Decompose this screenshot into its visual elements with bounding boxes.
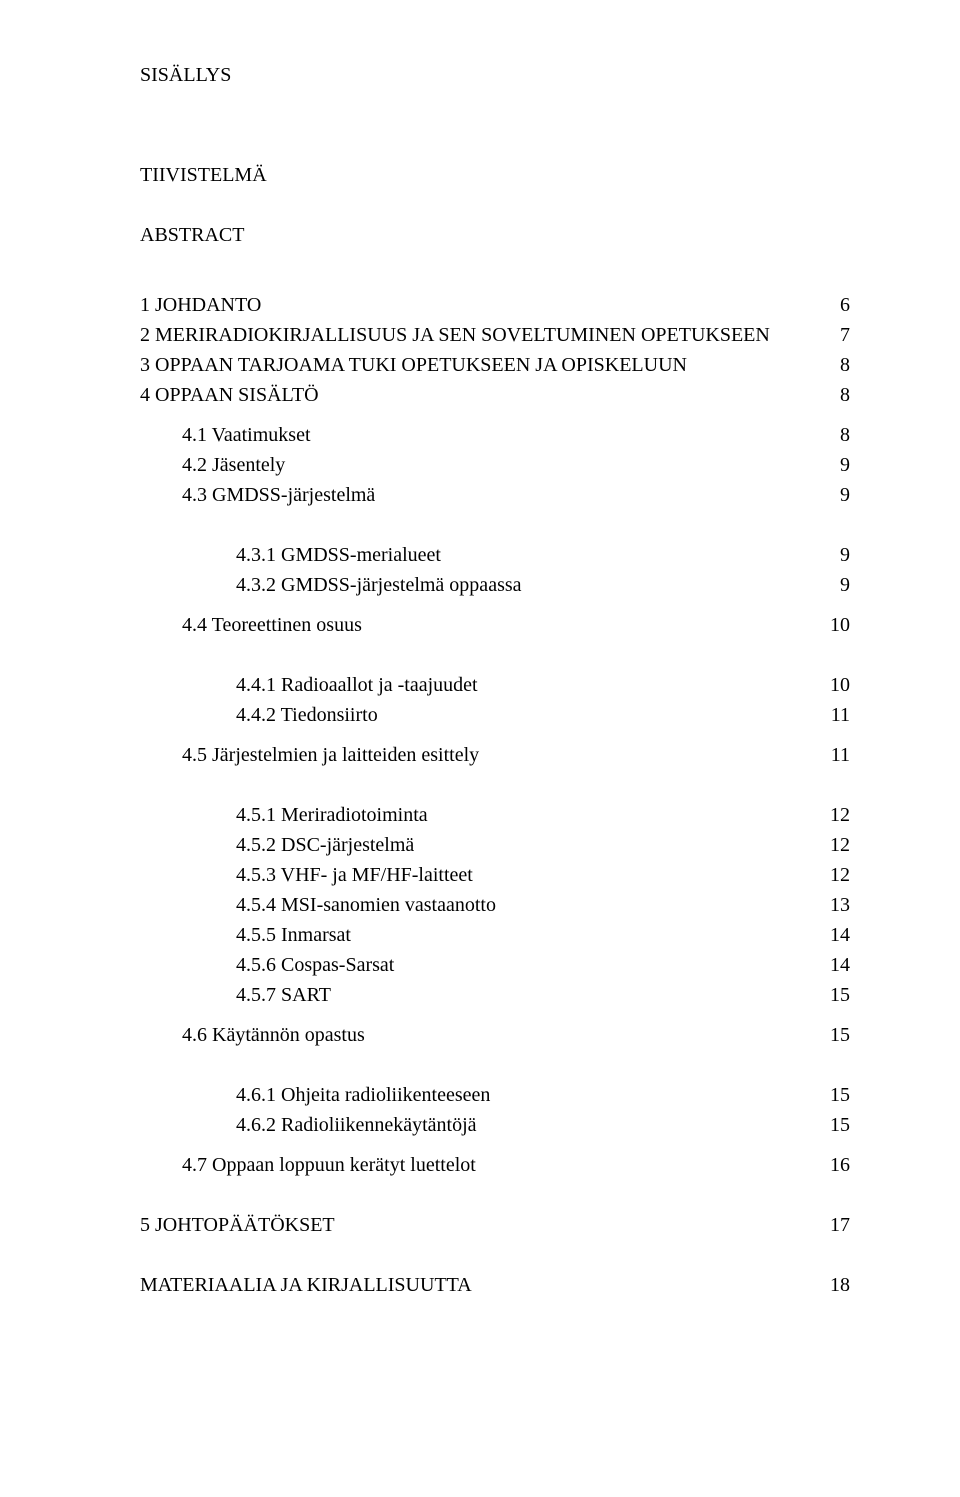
toc-label: 4.3.1 GMDSS-merialueet — [236, 540, 810, 570]
toc-label: 4.5.3 VHF- ja MF/HF-laitteet — [236, 860, 810, 890]
toc-label: 4.5.4 MSI-sanomien vastaanotto — [236, 890, 810, 920]
table-of-contents: 1 JOHDANTO62 MERIRADIOKIRJALLISUUS JA SE… — [140, 250, 850, 1300]
toc-entry: 5 JOHTOPÄÄTÖKSET17 — [140, 1210, 850, 1240]
toc-page-number: 14 — [810, 920, 850, 950]
toc-page-number: 10 — [810, 670, 850, 700]
toc-entry: 4.4.2 Tiedonsiirto11 — [140, 700, 850, 730]
toc-label: 4.5.7 SART — [236, 980, 810, 1010]
toc-entry: 4.5.6 Cospas-Sarsat14 — [140, 950, 850, 980]
toc-page-number: 11 — [810, 740, 850, 770]
toc-label: 4.3.2 GMDSS-järjestelmä oppaassa — [236, 570, 810, 600]
toc-entry: 4.1 Vaatimukset8 — [140, 420, 850, 450]
toc-entry: 4.3.2 GMDSS-järjestelmä oppaassa9 — [140, 570, 850, 600]
toc-page-number: 16 — [810, 1150, 850, 1180]
toc-label: 4.7 Oppaan loppuun kerätyt luettelot — [182, 1150, 810, 1180]
toc-entry: 3 OPPAAN TARJOAMA TUKI OPETUKSEEN JA OPI… — [140, 350, 850, 380]
toc-entry: 4.4 Teoreettinen osuus10 — [140, 610, 850, 640]
toc-label: 4.4.1 Radioaallot ja -taajuudet — [236, 670, 810, 700]
toc-label: 3 OPPAAN TARJOAMA TUKI OPETUKSEEN JA OPI… — [140, 350, 810, 380]
toc-page-number: 12 — [810, 860, 850, 890]
toc-label: 4.3 GMDSS-järjestelmä — [182, 480, 810, 510]
toc-label: 4 OPPAAN SISÄLTÖ — [140, 380, 810, 410]
toc-entry: 4.7 Oppaan loppuun kerätyt luettelot16 — [140, 1150, 850, 1180]
toc-label: 4.6.2 Radioliikennekäytäntöjä — [236, 1110, 810, 1140]
toc-page-number: 9 — [810, 450, 850, 480]
toc-entry: 4.6.1 Ohjeita radioliikenteeseen15 — [140, 1080, 850, 1110]
toc-entry: 1 JOHDANTO6 — [140, 290, 850, 320]
toc-page-number: 13 — [810, 890, 850, 920]
toc-entry: 4.3 GMDSS-järjestelmä9 — [140, 480, 850, 510]
toc-label: 4.2 Jäsentely — [182, 450, 810, 480]
heading-abstract: ABSTRACT — [140, 220, 850, 250]
toc-entry: 4.5.5 Inmarsat14 — [140, 920, 850, 950]
toc-page-number: 8 — [810, 380, 850, 410]
toc-label: 4.5 Järjestelmien ja laitteiden esittely — [182, 740, 810, 770]
toc-page-number: 18 — [810, 1270, 850, 1300]
toc-page-number: 15 — [810, 980, 850, 1010]
toc-label: 4.4 Teoreettinen osuus — [182, 610, 810, 640]
toc-page-number: 9 — [810, 480, 850, 510]
toc-page-number: 7 — [810, 320, 850, 350]
toc-entry: 4.6 Käytännön opastus15 — [140, 1020, 850, 1050]
toc-label: 4.5.1 Meriradiotoiminta — [236, 800, 810, 830]
toc-page-number: 12 — [810, 800, 850, 830]
toc-label: 4.6 Käytännön opastus — [182, 1020, 810, 1050]
toc-page-number: 6 — [810, 290, 850, 320]
toc-page-number: 17 — [810, 1210, 850, 1240]
toc-label: 4.6.1 Ohjeita radioliikenteeseen — [236, 1080, 810, 1110]
toc-entry: MATERIAALIA JA KIRJALLISUUTTA18 — [140, 1270, 850, 1300]
toc-page-number: 12 — [810, 830, 850, 860]
toc-page-number: 9 — [810, 570, 850, 600]
toc-entry: 4.6.2 Radioliikennekäytäntöjä15 — [140, 1110, 850, 1140]
toc-entry: 2 MERIRADIOKIRJALLISUUS JA SEN SOVELTUMI… — [140, 320, 850, 350]
toc-label: 4.1 Vaatimukset — [182, 420, 810, 450]
toc-entry: 4.5.7 SART15 — [140, 980, 850, 1010]
toc-entry: 4.5.1 Meriradiotoiminta12 — [140, 800, 850, 830]
toc-entry: 4.5.4 MSI-sanomien vastaanotto13 — [140, 890, 850, 920]
toc-page-number: 8 — [810, 350, 850, 380]
toc-page-number: 15 — [810, 1110, 850, 1140]
toc-entry: 4.5 Järjestelmien ja laitteiden esittely… — [140, 740, 850, 770]
toc-label: 2 MERIRADIOKIRJALLISUUS JA SEN SOVELTUMI… — [140, 320, 810, 350]
toc-page-number: 10 — [810, 610, 850, 640]
toc-entry: 4.5.2 DSC-järjestelmä12 — [140, 830, 850, 860]
heading-sisallys: SISÄLLYS — [140, 60, 850, 90]
toc-label: 4.4.2 Tiedonsiirto — [236, 700, 810, 730]
toc-label: 4.5.6 Cospas-Sarsat — [236, 950, 810, 980]
toc-page-number: 15 — [810, 1080, 850, 1110]
toc-entry: 4.5.3 VHF- ja MF/HF-laitteet12 — [140, 860, 850, 890]
heading-tiivistelma: TIIVISTELMÄ — [140, 160, 850, 190]
toc-entry: 4.3.1 GMDSS-merialueet9 — [140, 540, 850, 570]
page: SISÄLLYS TIIVISTELMÄ ABSTRACT 1 JOHDANTO… — [0, 0, 960, 1497]
toc-entry: 4.2 Jäsentely9 — [140, 450, 850, 480]
toc-label: 1 JOHDANTO — [140, 290, 810, 320]
toc-label: 5 JOHTOPÄÄTÖKSET — [140, 1210, 810, 1240]
toc-page-number: 8 — [810, 420, 850, 450]
toc-entry: 4.4.1 Radioaallot ja -taajuudet10 — [140, 670, 850, 700]
toc-label: 4.5.5 Inmarsat — [236, 920, 810, 950]
toc-page-number: 14 — [810, 950, 850, 980]
toc-page-number: 9 — [810, 540, 850, 570]
toc-page-number: 15 — [810, 1020, 850, 1050]
toc-page-number: 11 — [810, 700, 850, 730]
toc-label: MATERIAALIA JA KIRJALLISUUTTA — [140, 1270, 810, 1300]
toc-entry: 4 OPPAAN SISÄLTÖ8 — [140, 380, 850, 410]
toc-label: 4.5.2 DSC-järjestelmä — [236, 830, 810, 860]
